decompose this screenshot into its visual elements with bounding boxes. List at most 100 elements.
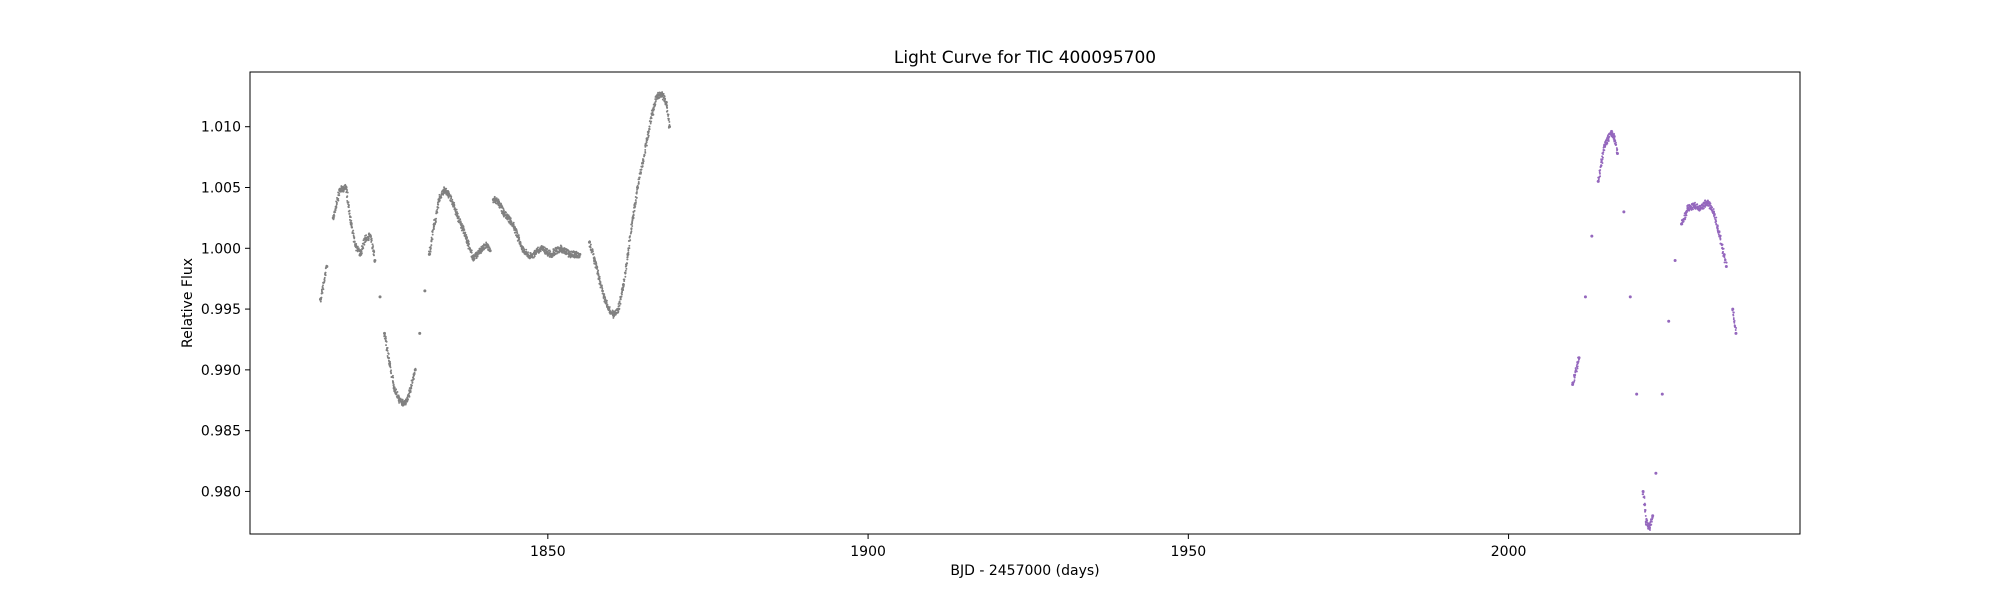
data-point [1601, 156, 1604, 159]
data-point [604, 298, 607, 301]
data-point [324, 274, 327, 277]
data-point [519, 240, 522, 243]
data-point [627, 251, 630, 254]
data-point [1643, 496, 1646, 499]
data-point [440, 196, 443, 199]
data-point [1608, 135, 1611, 138]
data-point [322, 284, 324, 287]
data-point [1607, 138, 1610, 141]
data-point [1576, 367, 1579, 370]
data-point [369, 236, 372, 238]
x-tick-label: 1900 [850, 544, 886, 560]
data-points [318, 91, 1738, 531]
data-point [1673, 258, 1677, 262]
data-point [1614, 144, 1617, 147]
data-point [596, 267, 599, 270]
data-point [429, 253, 432, 255]
data-point [641, 162, 644, 165]
series-1-points [1571, 129, 1738, 531]
data-point [621, 291, 624, 294]
data-point [638, 176, 641, 179]
data-point [1651, 518, 1653, 521]
data-point [447, 196, 450, 199]
data-point [642, 158, 645, 161]
data-point [1703, 202, 1706, 205]
data-point [360, 252, 363, 255]
data-point [404, 400, 407, 403]
data-point [1686, 210, 1689, 213]
data-point [1713, 216, 1716, 219]
data-point [1699, 208, 1702, 211]
data-point [1607, 140, 1610, 142]
data-point [437, 200, 440, 203]
data-point [372, 254, 375, 256]
data-point [320, 289, 323, 292]
data-point [353, 241, 356, 243]
data-point [1660, 392, 1664, 396]
data-point [634, 199, 637, 202]
data-point [445, 187, 448, 190]
data-point [546, 248, 549, 250]
data-point [606, 303, 609, 306]
data-point [411, 376, 414, 379]
data-point [356, 250, 359, 253]
data-point [1583, 295, 1587, 299]
data-point [1732, 314, 1735, 317]
data-point [373, 251, 376, 254]
data-point [367, 235, 370, 238]
data-point [566, 252, 568, 255]
data-point [627, 249, 630, 252]
data-point [1597, 178, 1600, 181]
data-point [502, 207, 505, 210]
data-point [1702, 207, 1705, 210]
data-point [325, 264, 328, 267]
data-point [386, 349, 389, 352]
data-point [433, 225, 436, 228]
data-point [625, 267, 628, 270]
data-point [345, 185, 348, 188]
data-point [644, 151, 647, 154]
data-point [537, 246, 539, 249]
data-point [371, 243, 374, 246]
data-point [650, 117, 653, 120]
data-point [492, 201, 495, 204]
data-point [1602, 151, 1605, 154]
data-point [1642, 491, 1645, 494]
data-point [319, 300, 322, 303]
data-point [447, 189, 450, 192]
data-point [450, 195, 453, 198]
data-point [514, 226, 517, 229]
y-tick-label: 0.980 [201, 484, 241, 500]
data-point [344, 183, 347, 186]
data-point [633, 203, 636, 206]
data-point [479, 247, 482, 250]
data-point [1719, 238, 1722, 241]
data-point [629, 235, 632, 237]
data-point [337, 199, 340, 202]
data-point [626, 256, 629, 258]
data-point [1714, 219, 1717, 222]
data-point [539, 250, 542, 253]
data-point [1615, 141, 1617, 144]
data-point [348, 204, 350, 207]
data-point [619, 296, 622, 299]
data-point [1722, 247, 1725, 250]
data-point [1575, 370, 1578, 373]
data-point [1573, 379, 1576, 382]
data-point [352, 229, 355, 232]
data-point [662, 92, 665, 95]
data-point [666, 109, 669, 112]
data-point [469, 248, 472, 251]
data-point [466, 242, 468, 245]
data-point [612, 316, 615, 319]
data-point [405, 402, 407, 405]
data-point [466, 237, 468, 240]
data-point [410, 386, 413, 389]
data-point [666, 104, 669, 107]
data-point [578, 255, 581, 258]
data-point [618, 307, 621, 310]
data-point [470, 249, 473, 252]
data-point [467, 245, 470, 248]
data-point [1644, 503, 1647, 506]
data-point [451, 198, 454, 201]
